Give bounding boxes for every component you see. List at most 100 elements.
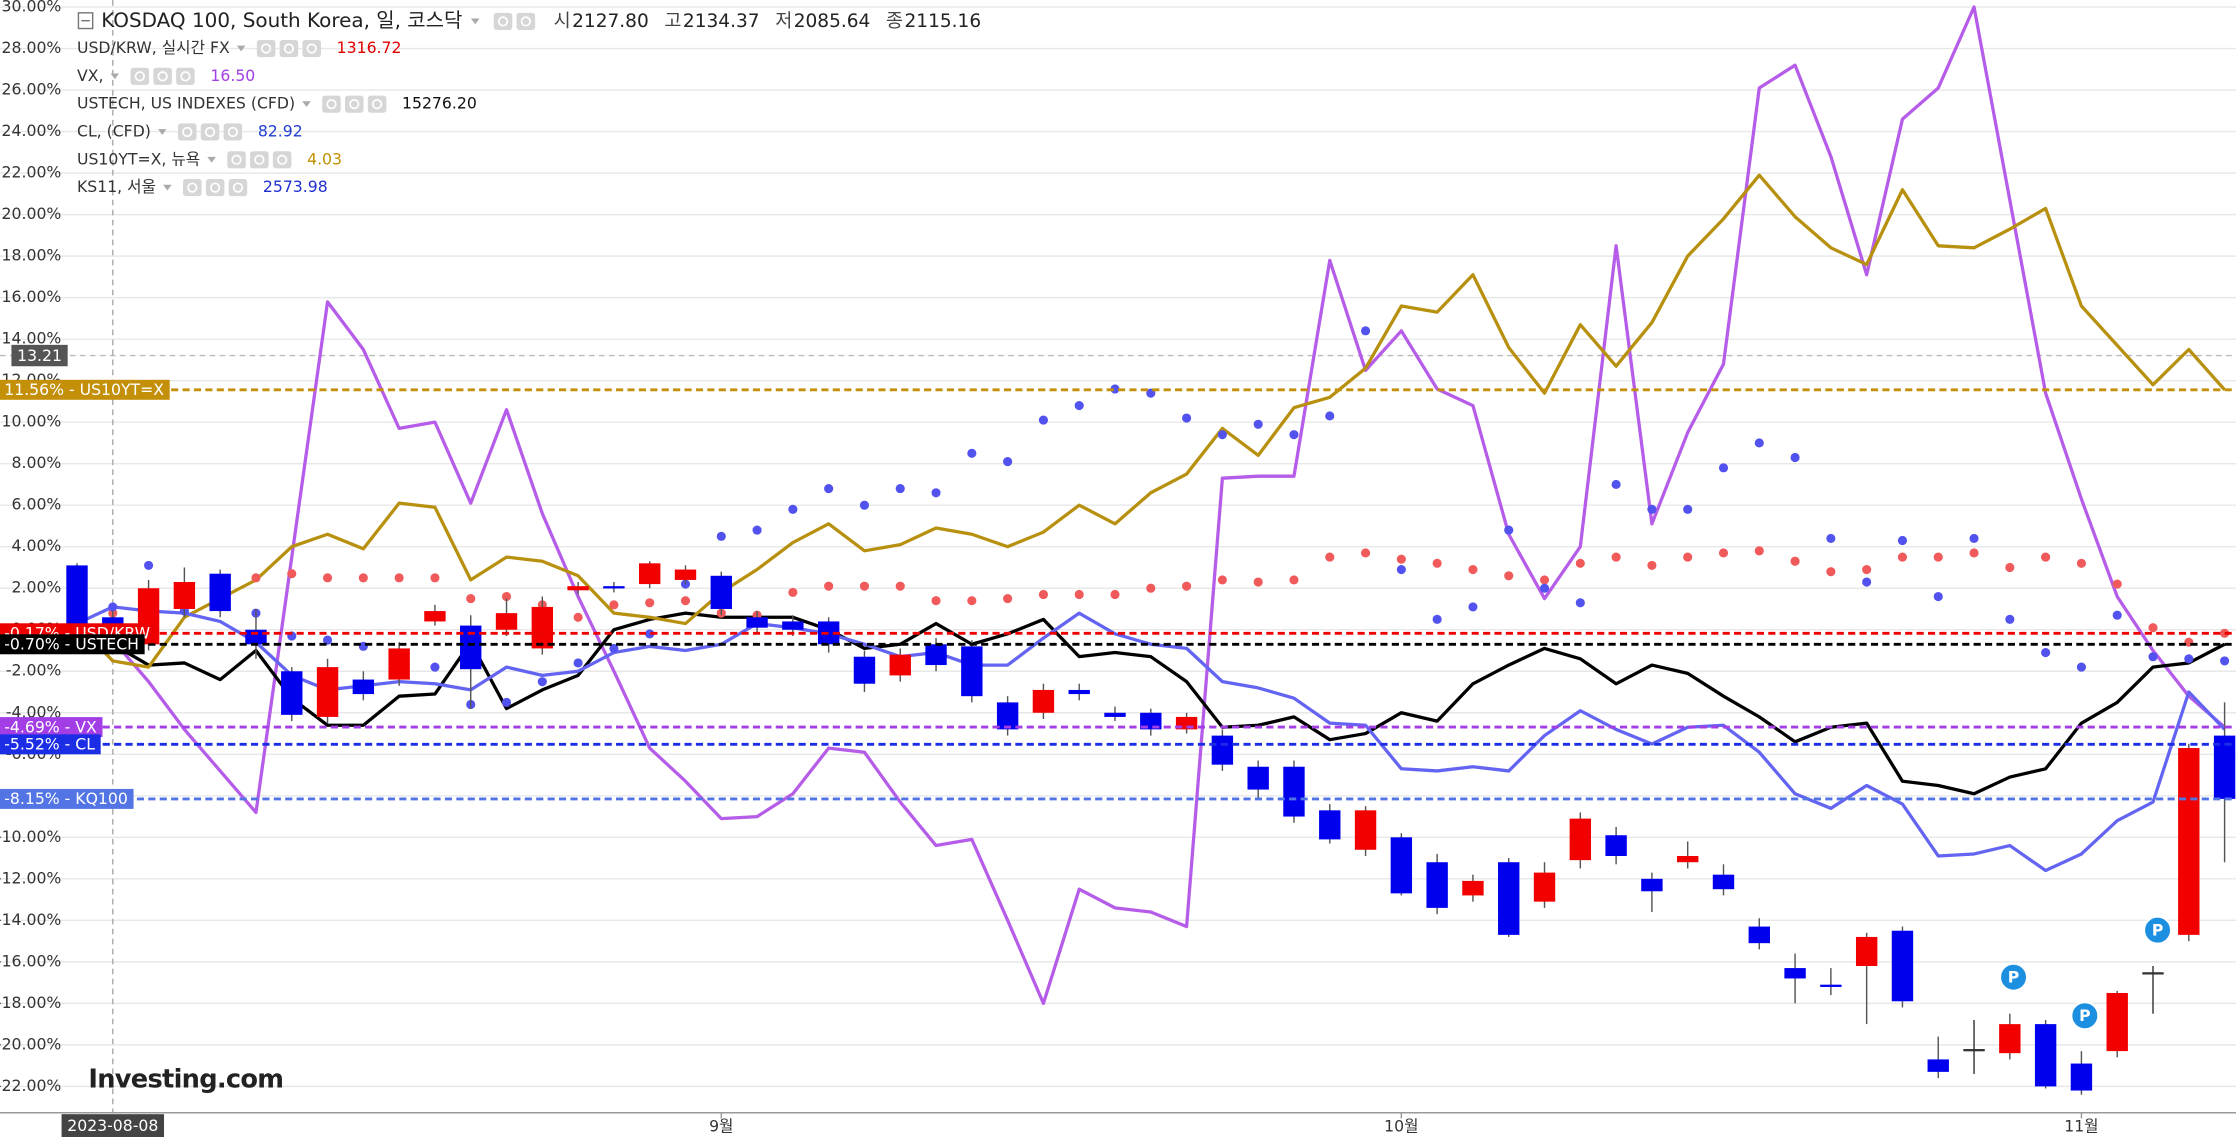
legend-name[interactable]: USD/KRW, 실시간 FX [77, 38, 230, 57]
candle-body [2178, 748, 2200, 935]
series-dot [1933, 591, 1943, 602]
legend-name[interactable]: CL, (CFD) [77, 121, 151, 140]
legend-icon[interactable] [344, 95, 364, 113]
legend-icon-dot[interactable] [227, 126, 239, 138]
series-dot [2220, 656, 2230, 666]
candle-body [1032, 689, 1055, 713]
legend-name[interactable]: US10YT=X, 뉴욕 [77, 149, 200, 168]
legend-icon[interactable] [493, 12, 513, 30]
legend-icon-dot[interactable] [277, 154, 288, 165]
legend-icon[interactable] [130, 67, 150, 85]
series-dot [1754, 546, 1764, 556]
candle-body [1784, 968, 1806, 979]
legend-icon-dot[interactable] [497, 16, 509, 27]
series-dot [573, 612, 583, 622]
event-badge[interactable] [2142, 915, 2173, 945]
legend-icon-dot[interactable] [134, 71, 145, 82]
legend-icon[interactable] [516, 12, 536, 30]
legend-icon[interactable] [205, 179, 225, 197]
legend-icon-dot[interactable] [260, 43, 272, 54]
x-axis-band [0, 1112, 2236, 1137]
y-tick-label: -4.00% [6, 702, 62, 721]
series-dot [1110, 589, 1120, 600]
legend-icon[interactable] [153, 67, 172, 85]
series-dot [1683, 552, 1693, 562]
legend-icon[interactable] [250, 151, 269, 169]
candle-body [2034, 1024, 2057, 1087]
series-dot [609, 643, 619, 653]
series-dot [1038, 589, 1048, 600]
series-dot [2112, 610, 2122, 620]
event-badge[interactable] [1998, 962, 2029, 992]
series-dot [394, 573, 404, 583]
legend-icon-dot[interactable] [520, 16, 531, 27]
series-dot [1182, 413, 1192, 423]
legend-icon-dot[interactable] [232, 182, 244, 193]
series-dot [1253, 419, 1263, 429]
candle-body [316, 667, 339, 717]
event-badge-label[interactable]: P [2152, 920, 2163, 939]
dropdown-arrow[interactable] [470, 18, 480, 25]
dropdown-arrow[interactable] [302, 101, 311, 107]
legend-icon-dot[interactable] [157, 71, 168, 82]
candle-body [1677, 855, 1699, 863]
series-dot [788, 504, 798, 514]
collapse-box[interactable] [77, 12, 94, 30]
series-dot [1611, 552, 1621, 562]
legend-icon-dot[interactable] [182, 126, 193, 138]
legend-icon-dot[interactable] [371, 99, 383, 110]
legend-icon-dot[interactable] [231, 154, 242, 165]
series-dot [1432, 558, 1442, 568]
candle-body [531, 606, 554, 649]
legend-icon-dot[interactable] [204, 126, 216, 138]
dropdown-arrow[interactable] [110, 73, 120, 80]
series-dot [1969, 548, 1979, 558]
legend-icon[interactable] [227, 151, 246, 169]
legend-icon[interactable] [272, 151, 292, 169]
series-dot [501, 591, 512, 602]
legend-icon[interactable] [256, 39, 276, 58]
event-badge-label[interactable]: P [2079, 1006, 2090, 1025]
series-dot [1790, 556, 1800, 566]
y-tick-label: -10.00% [0, 827, 61, 846]
x-tick-label: 2023-08-08 [67, 1116, 158, 1135]
series-dot [1575, 558, 1585, 568]
legend-icon[interactable] [177, 123, 197, 141]
legend-icon[interactable] [367, 95, 387, 113]
legend-icon-dot[interactable] [349, 99, 360, 110]
legend-name[interactable]: USTECH, US INDEXES (CFD) [77, 94, 295, 113]
dropdown-arrow[interactable] [236, 45, 246, 52]
series-dot [1003, 594, 1013, 604]
series-dot [2076, 662, 2086, 672]
legend-icon[interactable] [279, 39, 299, 58]
legend-icon-dot[interactable] [254, 154, 265, 165]
legend-icon[interactable] [302, 39, 321, 58]
legend-icon[interactable] [322, 95, 341, 113]
legend-icon[interactable] [223, 123, 243, 141]
dropdown-arrow[interactable] [207, 156, 216, 163]
series-dot [1253, 577, 1263, 587]
legend-icon[interactable] [228, 179, 248, 197]
legend-icon-dot[interactable] [283, 43, 295, 54]
legend-icon[interactable] [200, 123, 220, 141]
legend-name[interactable]: VX, [77, 66, 103, 85]
chart-title: KOSDAQ 100, South Korea, 일, 코스닥 [101, 8, 462, 32]
legend-name[interactable]: KS11, 서울 [77, 177, 156, 196]
dropdown-arrow[interactable] [163, 184, 172, 191]
legend-icon[interactable] [183, 179, 202, 197]
legend-icon-dot[interactable] [187, 182, 198, 193]
series-dot [430, 662, 440, 672]
legend-icon-dot[interactable] [306, 43, 317, 54]
legend-icon-dot[interactable] [180, 71, 191, 82]
candle-body [1927, 1059, 1949, 1072]
dropdown-arrow[interactable] [158, 129, 167, 135]
collapse-icon[interactable] [77, 12, 94, 30]
candle-body [2106, 992, 2128, 1052]
legend-icon[interactable] [176, 67, 195, 85]
legend-icon-dot[interactable] [326, 99, 337, 110]
series-dot [1217, 430, 1227, 440]
event-badge-label[interactable]: P [2008, 967, 2019, 986]
legend-icon-dot[interactable] [210, 182, 221, 193]
event-badge[interactable] [2070, 1001, 2100, 1031]
